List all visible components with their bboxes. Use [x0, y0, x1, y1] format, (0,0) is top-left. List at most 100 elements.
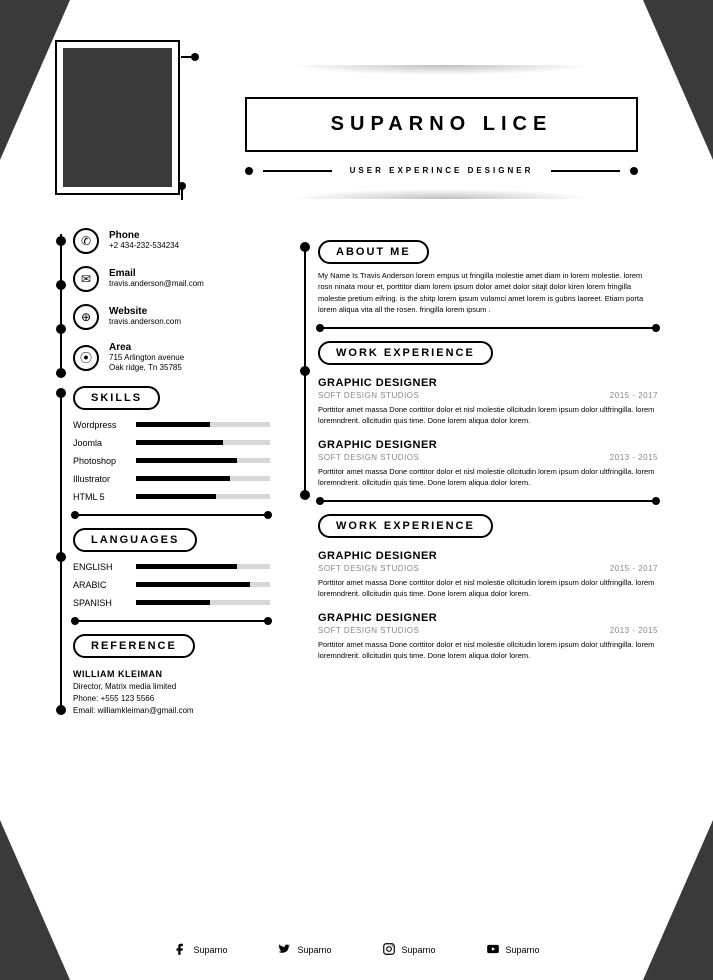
- job-description: Porttitor amet massa Done corttitor dolo…: [318, 577, 658, 600]
- left-column: ✆Phone+2 434-232-534234✉Emailtravis.ande…: [55, 228, 270, 717]
- section-heading-reference: REFERENCE: [73, 634, 195, 658]
- social-link[interactable]: Suparno: [382, 942, 436, 958]
- contact-value: travis.anderson@mail.com: [109, 279, 204, 289]
- skill-bar: [136, 582, 270, 587]
- person-name: SUPARNO LICE: [277, 113, 606, 136]
- social-label: Suparno: [193, 945, 227, 955]
- job-entry: GRAPHIC DESIGNER SOFT DESIGN STUDIOS 2013 …: [318, 439, 658, 489]
- job-company: SOFT DESIGN STUDIOS: [318, 564, 419, 573]
- job-description: Porttitor amet massa Done corttitor dolo…: [318, 404, 658, 427]
- header: SUPARNO LICE USER EXPERINCE DESIGNER: [55, 40, 658, 210]
- job-dates: 2013 - 2015: [610, 626, 658, 635]
- skill-bar: [136, 600, 270, 605]
- contact-label: Email: [109, 268, 204, 279]
- contact-row: ✆ Phone+2 434-232-534234: [73, 228, 270, 254]
- skill-row: ENGLISH: [73, 562, 270, 572]
- facebook-icon: [173, 942, 187, 958]
- divider: [73, 620, 270, 622]
- reference-name: WILLIAM KLEIMAN: [73, 668, 270, 682]
- footer-socials: Suparno Suparno Suparno Suparno: [0, 942, 713, 958]
- about-and-work-spine: ABOUT ME My Name Is Travis Anderson lore…: [298, 240, 658, 502]
- email-icon: ✉: [73, 266, 99, 292]
- contact-value: travis.anderson.com: [109, 317, 181, 327]
- subtitle-row: USER EXPERINCE DESIGNER: [245, 166, 638, 175]
- skill-bar: [136, 458, 270, 463]
- social-link[interactable]: Suparno: [486, 942, 540, 958]
- job-company: SOFT DESIGN STUDIOS: [318, 626, 419, 635]
- instagram-icon: [382, 942, 396, 958]
- about-text: My Name Is Travis Anderson lorem empus u…: [318, 270, 658, 315]
- skill-row: Joomla: [73, 438, 270, 448]
- phone-icon: ✆: [73, 228, 99, 254]
- reference-block: WILLIAM KLEIMAN Director, Matrix media l…: [73, 668, 270, 718]
- youtube-icon: [486, 942, 500, 958]
- web-icon: ⊕: [73, 304, 99, 330]
- skill-name: Wordpress: [73, 420, 128, 430]
- job-company: SOFT DESIGN STUDIOS: [318, 453, 419, 462]
- skill-row: HTML 5: [73, 492, 270, 502]
- job-dates: 2013 - 2015: [610, 453, 658, 462]
- skill-name: Joomla: [73, 438, 128, 448]
- contact-row: ⊕ Websitetravis.anderson.com: [73, 304, 270, 330]
- skills-section: SKILLS Wordpress Joomla Photoshop Illustrat…: [55, 386, 270, 718]
- contact-label: Website: [109, 306, 181, 317]
- section-heading-work-b: WORK EXPERIENCE: [318, 514, 493, 538]
- skill-row: ARABIC: [73, 580, 270, 590]
- skill-name: ARABIC: [73, 580, 128, 590]
- skill-bar: [136, 476, 270, 481]
- skill-row: Photoshop: [73, 456, 270, 466]
- section-heading-work-a: WORK EXPERIENCE: [318, 341, 493, 365]
- social-label: Suparno: [402, 945, 436, 955]
- job-description: Porttitor amet massa Done corttitor dolo…: [318, 639, 658, 662]
- contact-label: Phone: [109, 230, 179, 241]
- divider: [318, 500, 658, 502]
- job-dates: 2015 - 2017: [610, 564, 658, 573]
- job-entry: GRAPHIC DESIGNER SOFT DESIGN STUDIOS 2015 …: [318, 377, 658, 427]
- job-entry: GRAPHIC DESIGNER SOFT DESIGN STUDIOS 2013 …: [318, 612, 658, 662]
- skill-name: Illustrator: [73, 474, 128, 484]
- section-heading-languages: LANGUAGES: [73, 528, 197, 552]
- skill-row: Illustrator: [73, 474, 270, 484]
- skill-bar: [136, 564, 270, 569]
- shadow-decoration: [225, 65, 658, 79]
- photo-placeholder: [55, 40, 195, 210]
- job-title: GRAPHIC DESIGNER: [318, 612, 658, 624]
- name-box: SUPARNO LICE: [245, 97, 638, 152]
- social-label: Suparno: [506, 945, 540, 955]
- skill-bar: [136, 422, 270, 427]
- job-description: Porttitor amet massa Done corttitor dolo…: [318, 466, 658, 489]
- skill-row: SPANISH: [73, 598, 270, 608]
- reference-email: Email: williamkleiman@gmail.com: [73, 705, 270, 717]
- job-subtitle: USER EXPERINCE DESIGNER: [342, 166, 542, 175]
- skill-row: Wordpress: [73, 420, 270, 430]
- job-title: GRAPHIC DESIGNER: [318, 377, 658, 389]
- section-heading-about: ABOUT ME: [318, 240, 429, 264]
- job-title: GRAPHIC DESIGNER: [318, 439, 658, 451]
- skill-bar: [136, 440, 270, 445]
- contact-value: +2 434-232-534234: [109, 241, 179, 251]
- job-entry: GRAPHIC DESIGNER SOFT DESIGN STUDIOS 2015 …: [318, 550, 658, 600]
- social-link[interactable]: Suparno: [173, 942, 227, 958]
- area-icon: ⦿: [73, 345, 99, 371]
- job-company: SOFT DESIGN STUDIOS: [318, 391, 419, 400]
- contact-section: ✆Phone+2 434-232-534234✉Emailtravis.ande…: [55, 228, 270, 374]
- shadow-decoration: [225, 185, 658, 199]
- job-title: GRAPHIC DESIGNER: [318, 550, 658, 562]
- resume-page: SUPARNO LICE USER EXPERINCE DESIGNER ✆ Ph…: [0, 0, 713, 980]
- divider: [318, 327, 658, 329]
- job-dates: 2015 - 2017: [610, 391, 658, 400]
- skill-bar: [136, 494, 270, 499]
- social-link[interactable]: Suparno: [277, 942, 331, 958]
- contact-row: ⦿Area715 Arlington avenueOak ridge, Tn 3…: [73, 342, 270, 374]
- section-heading-skills: SKILLS: [73, 386, 160, 410]
- reference-role: Director, Matrix media limited: [73, 681, 270, 693]
- skill-name: ENGLISH: [73, 562, 128, 572]
- skill-name: Photoshop: [73, 456, 128, 466]
- contact-label: Area: [109, 342, 184, 353]
- skill-name: SPANISH: [73, 598, 128, 608]
- social-label: Suparno: [297, 945, 331, 955]
- right-column: ABOUT ME My Name Is Travis Anderson lore…: [298, 228, 658, 717]
- skill-name: HTML 5: [73, 492, 128, 502]
- contact-row: ✉ Emailtravis.anderson@mail.com: [73, 266, 270, 292]
- title-block: SUPARNO LICE USER EXPERINCE DESIGNER: [225, 40, 658, 199]
